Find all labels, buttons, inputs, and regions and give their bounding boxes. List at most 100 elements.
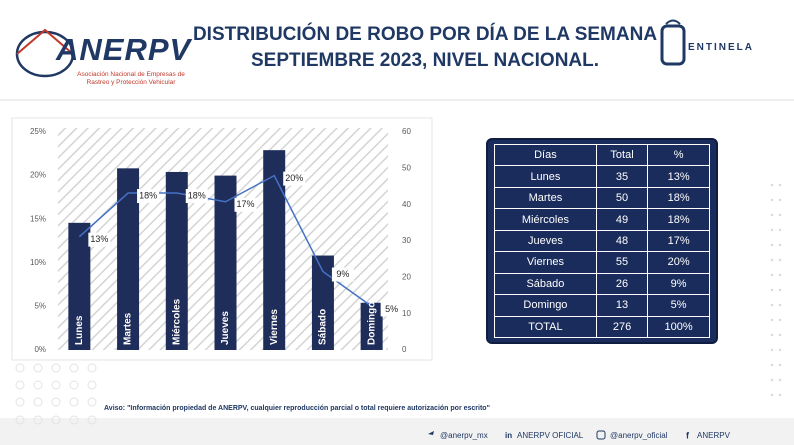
y-tick-label: 15% — [30, 214, 46, 223]
table-cell: 50 — [595, 186, 649, 210]
category-label: Domingo — [366, 302, 377, 345]
bar — [165, 171, 188, 350]
title: DISTRIBUCIÓN DE ROBO POR DÍA DE LA SEMAN… — [192, 24, 658, 71]
data-label: 13% — [90, 234, 108, 244]
table-cell: Viernes — [494, 251, 597, 274]
table-cell: 18% — [647, 208, 710, 231]
decor-dots — [770, 183, 782, 397]
table-row: Jueves 48 17% — [494, 229, 710, 253]
table-cell: 26 — [595, 272, 649, 296]
linkedin-icon: in — [505, 431, 512, 440]
social-handle[interactable]: @anerpv_mx — [440, 431, 488, 440]
data-label: 9% — [336, 269, 349, 279]
social-handle[interactable]: ANERPV — [697, 431, 730, 440]
data-label-box — [380, 302, 403, 317]
table-cell: 20% — [647, 251, 710, 274]
partner-signal — [665, 19, 681, 25]
data-label-box — [185, 189, 208, 204]
table-cell: 9% — [647, 272, 710, 296]
table-row: Miércoles 49 18% — [494, 208, 710, 231]
table-row: Lunes 35 13% — [494, 165, 710, 188]
table-cell: 276 — [595, 315, 649, 338]
table-cell: Total — [595, 143, 649, 167]
table-cell: Martes — [494, 186, 597, 210]
category-label: Lunes — [74, 315, 85, 345]
table-cell: Domingo — [494, 294, 597, 317]
table-row: Sábado 26 9% — [494, 272, 710, 296]
facebook-icon: f — [686, 430, 690, 440]
table-cell: Jueves — [494, 229, 597, 253]
bar — [117, 168, 140, 350]
table-cell: 48 — [595, 229, 649, 253]
y2-tick-label: 20 — [402, 272, 411, 281]
table-row: Días Total% — [494, 143, 710, 167]
logo-mark — [16, 28, 74, 55]
footer-band — [0, 418, 794, 445]
bar — [68, 222, 91, 350]
logo-subtitle: Asociación Nacional de Empresas de Rastr… — [77, 71, 185, 86]
twitter-icon — [428, 431, 434, 435]
data-label: 17% — [236, 199, 254, 209]
y-tick-label: 10% — [30, 258, 46, 267]
table-row: Domingo 13 5% — [494, 294, 710, 317]
notice: Aviso: "Información propiedad de ANERPV,… — [104, 405, 490, 412]
table-cell: 13% — [647, 165, 710, 188]
data-label-box — [331, 267, 354, 282]
data-label: 18% — [188, 190, 206, 200]
table-row: Martes 50 18% — [494, 186, 710, 210]
table-cell: 13 — [595, 294, 649, 317]
table-cell: Días — [494, 143, 597, 167]
social-handle[interactable]: ANERPV OFICIAL — [517, 431, 584, 440]
category-label: Jueves — [220, 311, 231, 345]
y2-tick-label: 50 — [402, 163, 411, 172]
table-cell: TOTAL — [494, 315, 597, 338]
y-tick-label: 20% — [30, 171, 46, 180]
data-label: 18% — [139, 190, 157, 200]
table-cell: Sábado — [494, 272, 597, 296]
bar — [360, 302, 383, 350]
instagram-icon — [596, 430, 606, 440]
data-label: 20% — [285, 173, 303, 183]
y2-tick-label: 40 — [402, 200, 411, 209]
table-row: TOTAL 276 100% — [494, 315, 710, 338]
table-cell: 17% — [647, 229, 710, 253]
table-cell: 49 — [595, 208, 649, 231]
table: Días Total% Lunes 35 13% Martes 50 18% Miércoles… — [494, 143, 710, 338]
partner-logo: ENTINELA — [688, 42, 754, 53]
y2-tick-label: 10 — [402, 309, 411, 318]
table-cell: Lunes — [494, 165, 597, 188]
table-cell: Miércoles — [494, 208, 597, 231]
chart-frame — [11, 117, 433, 361]
table-cell: 18% — [647, 186, 710, 210]
data-label-box — [88, 232, 111, 247]
bar — [263, 150, 286, 350]
y2-tick-label: 60 — [402, 127, 411, 136]
bar — [311, 255, 334, 350]
table-cell: % — [647, 143, 710, 167]
y2-tick-label: 30 — [402, 236, 411, 245]
y-tick-label: 25% — [30, 127, 46, 136]
category-label: Viernes — [269, 309, 280, 345]
logo: ANERPV — [56, 32, 192, 67]
y-tick-label: 5% — [34, 302, 46, 311]
category-label: Sábado — [318, 309, 329, 345]
table-cell: 100% — [647, 315, 710, 338]
data-label-box — [234, 197, 257, 212]
data-label-box — [283, 171, 306, 186]
table-row: Viernes 55 20% — [494, 251, 710, 274]
table-cell: 55 — [595, 251, 649, 274]
data-table: Días Total% Lunes 35 13% Martes 50 18% Miércoles… — [486, 138, 718, 344]
y2-tick-label: 0 — [402, 345, 407, 354]
line — [78, 174, 373, 308]
social-handle[interactable]: @anerpv_oficial — [610, 431, 668, 440]
category-label: Miércoles — [171, 298, 182, 345]
category-label: Martes — [123, 312, 134, 345]
y-tick-label: 0% — [34, 345, 46, 354]
table-cell: 5% — [647, 294, 710, 317]
partner-icon — [660, 24, 686, 66]
table-cell: 35 — [595, 165, 649, 188]
data-label: 5% — [385, 304, 398, 314]
bar — [214, 175, 237, 350]
